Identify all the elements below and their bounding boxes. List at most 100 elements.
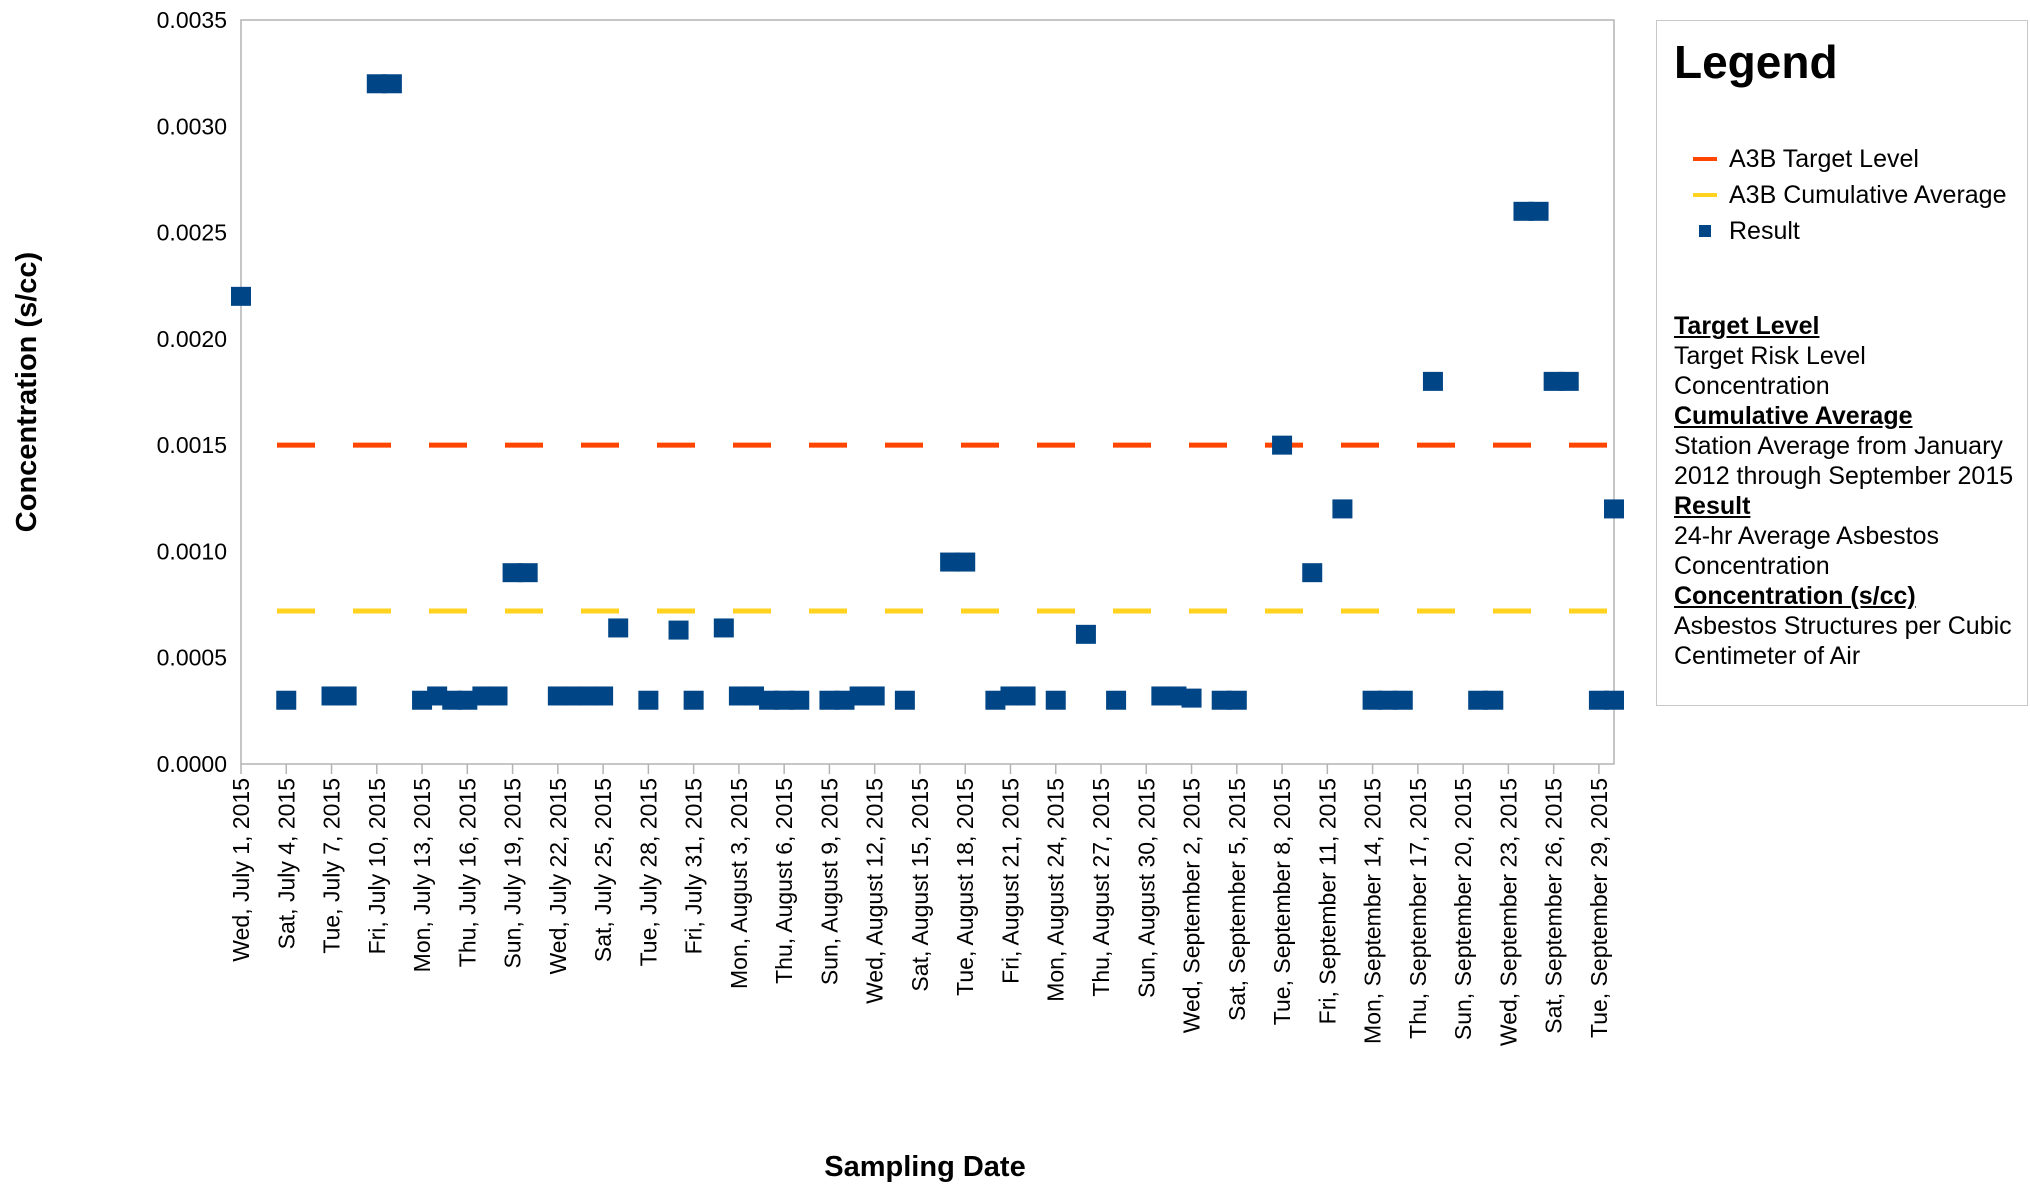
definition-text: Target Risk Level Concentration	[1674, 342, 1866, 400]
cumulative-average-swatch-icon	[1693, 193, 1717, 197]
x-tick-label: Sun, July 19, 2015	[500, 778, 526, 969]
result-point	[728, 686, 749, 706]
result-point	[1075, 624, 1096, 644]
x-tick-label: Fri, September 11, 2015	[1314, 778, 1340, 1024]
result-point	[1106, 690, 1127, 710]
x-axis-title: Sampling Date	[824, 1151, 1025, 1183]
result-point	[1362, 690, 1383, 710]
x-tick-label: Sat, August 15, 2015	[907, 778, 933, 992]
result-point	[1483, 690, 1504, 710]
plot-area	[240, 19, 1615, 765]
result-point	[472, 686, 493, 706]
result-point	[276, 690, 297, 710]
result-point	[1604, 690, 1624, 710]
result-point	[1468, 690, 1489, 710]
definition-text: Asbestos Structures per Cubic Centimeter…	[1674, 612, 2012, 670]
x-tick-label: Wed, July 22, 2015	[545, 778, 571, 974]
definition-heading: Target Level	[1674, 312, 1820, 340]
x-tick-label: Sun, August 9, 2015	[816, 778, 842, 985]
x-axis: Wed, July 1, 2015 Sat, July 4, 2015 Tue, J…	[228, 764, 1612, 1046]
result-point	[562, 686, 583, 706]
y-axis: 0.0000 0.0005 0.0010 0.0015 0.0020 0.0025 0.00…	[157, 7, 227, 777]
result-point	[487, 686, 508, 706]
x-tick-label: Thu, August 6, 2015	[771, 778, 797, 984]
result-point	[547, 686, 568, 706]
definition-heading: Concentration (s/cc)	[1674, 582, 1916, 610]
result-point	[789, 690, 810, 710]
x-tick-label: Tue, August 18, 2015	[952, 778, 978, 996]
x-tick-label: Wed, August 12, 2015	[862, 778, 888, 1004]
result-point	[1528, 201, 1549, 221]
legend-entry-label: A3B Cumulative Average	[1729, 180, 2007, 209]
legend-title: Legend	[1674, 36, 1838, 88]
y-tick-label: 0.0000	[157, 751, 227, 777]
result-point	[864, 686, 885, 706]
result-point	[1226, 690, 1247, 710]
result-point	[849, 686, 870, 706]
result-point	[1211, 690, 1232, 710]
x-tick-label: Thu, September 17, 2015	[1405, 778, 1431, 1039]
result-point	[759, 690, 780, 710]
result-point	[1543, 371, 1564, 391]
x-tick-label: Sat, July 25, 2015	[590, 778, 616, 962]
x-tick-label: Mon, September 14, 2015	[1360, 778, 1386, 1044]
result-point	[593, 686, 614, 706]
definition-heading: Cumulative Average	[1674, 402, 1913, 430]
result-point	[743, 686, 764, 706]
result-point	[427, 686, 448, 706]
y-tick-label: 0.0035	[157, 7, 227, 33]
result-point	[1377, 690, 1398, 710]
y-tick-label: 0.0010	[157, 538, 227, 564]
result-point	[638, 690, 659, 710]
y-tick-label: 0.0015	[157, 432, 227, 458]
result-point	[774, 690, 795, 710]
result-point	[1000, 686, 1021, 706]
x-tick-label: Fri, August 21, 2015	[997, 778, 1023, 984]
result-point	[502, 563, 523, 583]
legend-entry-result: Result	[1693, 216, 1800, 246]
result-point	[381, 74, 402, 94]
x-tick-label: Sat, July 4, 2015	[273, 778, 299, 949]
result-point	[1422, 371, 1443, 391]
y-tick-label: 0.0005	[157, 645, 227, 671]
result-point	[336, 686, 357, 706]
legend-entry-label: Result	[1729, 216, 1800, 245]
result-point	[1166, 686, 1187, 706]
x-tick-label: Mon, August 3, 2015	[726, 778, 752, 989]
x-tick-label: Sat, September 26, 2015	[1541, 778, 1567, 1034]
result-point	[1045, 690, 1066, 710]
legend-panel: Legend A3B Target Level A3B Cumulative A…	[1656, 20, 2028, 706]
legend-definitions: Target Level Target Risk Level Concentra…	[1674, 311, 2019, 671]
x-tick-label: Sat, September 5, 2015	[1224, 778, 1250, 1021]
result-point	[940, 552, 961, 572]
result-point	[1272, 435, 1293, 455]
y-tick-label: 0.0020	[157, 326, 227, 352]
result-point	[1332, 499, 1353, 519]
x-tick-label: Wed, July 1, 2015	[228, 778, 254, 962]
definition-heading: Result	[1674, 492, 1751, 520]
result-point	[819, 690, 840, 710]
result-point	[834, 690, 855, 710]
x-tick-label: Mon, July 13, 2015	[409, 778, 435, 972]
x-tick-label: Tue, July 28, 2015	[635, 778, 661, 966]
result-point	[1181, 688, 1202, 708]
result-point	[608, 618, 629, 638]
target-level-swatch-icon	[1693, 157, 1717, 161]
x-tick-label: Fri, July 10, 2015	[364, 778, 390, 954]
result-point	[1302, 563, 1323, 583]
legend-entry-label: A3B Target Level	[1729, 144, 1919, 173]
legend-entry-target-level: A3B Target Level	[1693, 144, 1919, 174]
x-tick-label: Tue, September 29, 2015	[1586, 778, 1612, 1038]
result-point	[1392, 690, 1413, 710]
result-point	[578, 686, 599, 706]
x-tick-label: Thu, July 16, 2015	[454, 778, 480, 967]
result-point	[321, 686, 342, 706]
x-tick-label: Tue, July 7, 2015	[319, 778, 345, 954]
x-tick-label: Fri, July 31, 2015	[681, 778, 707, 954]
result-marker-icon	[1699, 225, 1711, 237]
result-point	[1151, 686, 1172, 706]
y-axis-title: Concentration (s/cc)	[11, 252, 43, 532]
legend-entry-cumulative-average: A3B Cumulative Average	[1693, 180, 2006, 210]
result-point	[713, 618, 734, 638]
result-point	[366, 74, 387, 94]
